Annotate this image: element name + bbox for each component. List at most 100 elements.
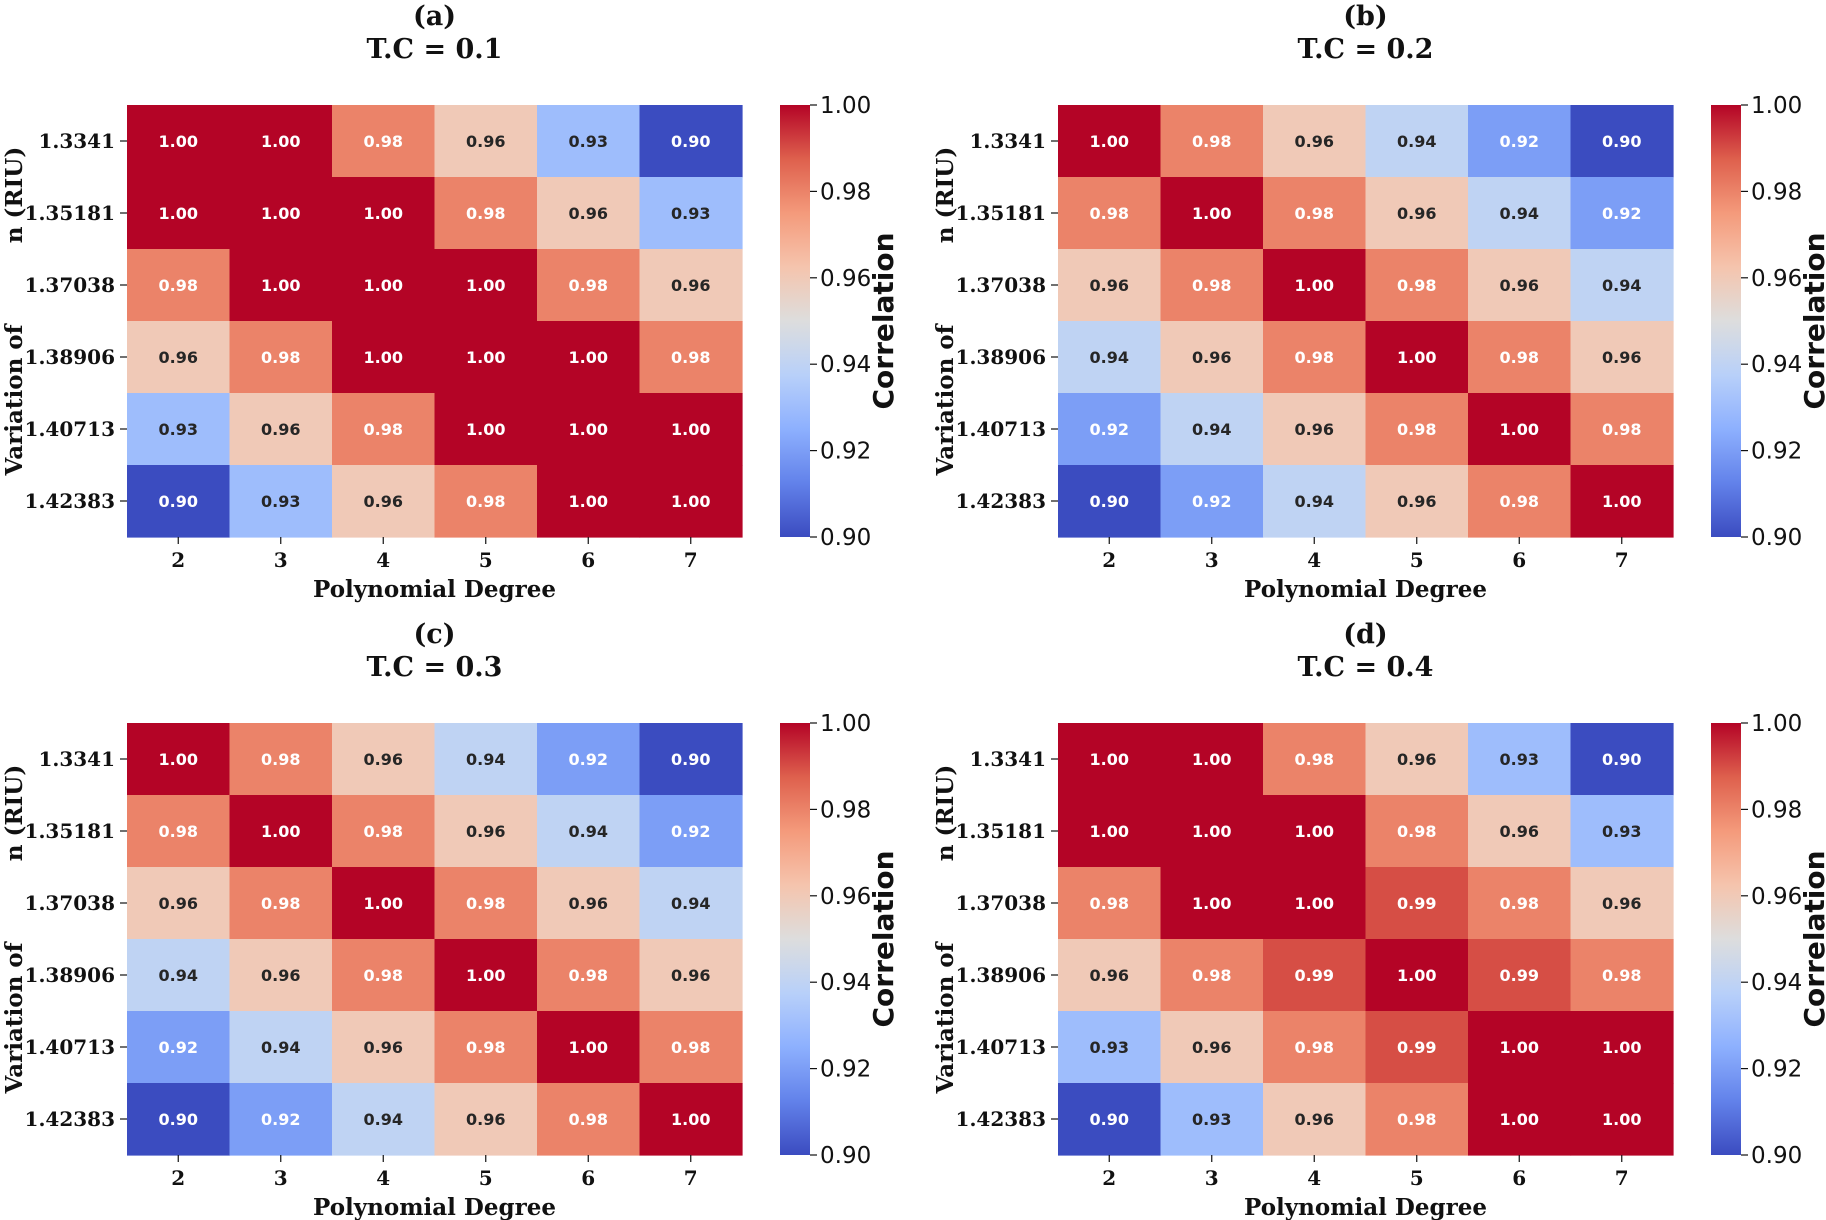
x-tick-label: 5: [479, 1166, 493, 1190]
cell-value-label: 0.92: [261, 1110, 300, 1129]
cell-value-label: 0.94: [1602, 276, 1641, 295]
heatmap-cell: [1160, 465, 1264, 538]
y-tick-label: 1.35181: [956, 201, 1046, 225]
heatmap-cell: [639, 249, 743, 322]
cell-value-label: 0.94: [671, 894, 710, 913]
heatmap-cell: [1263, 1011, 1367, 1084]
heatmap-cell: [434, 939, 538, 1012]
cell-value-label: 1.00: [1192, 894, 1231, 913]
heatmap-cell: [332, 1083, 436, 1156]
heatmap-cell: [1160, 1083, 1264, 1156]
cell-value-label: 1.00: [364, 894, 403, 913]
cell-value-label: 0.93: [1500, 750, 1539, 769]
heatmap-cell: [434, 321, 538, 394]
colorbar: [780, 723, 810, 1155]
heatmap-cell: [1058, 321, 1162, 394]
cell-value-label: 0.98: [1295, 750, 1334, 769]
cell-value-label: 0.96: [1090, 966, 1129, 985]
cell-value-label: 1.00: [261, 204, 300, 223]
cell-value-label: 0.98: [1500, 894, 1539, 913]
heatmap-cell: [434, 249, 538, 322]
cell-value-label: 0.96: [364, 750, 403, 769]
colorbar-tick-label: 0.92: [820, 439, 871, 465]
cell-value-label: 0.94: [159, 966, 198, 985]
heatmap-cell: [127, 1083, 231, 1156]
heatmap-cell: [1570, 249, 1674, 322]
cell-value-label: 0.90: [159, 1110, 198, 1129]
cell-value-label: 1.00: [1602, 492, 1641, 511]
heatmap-cell: [1058, 1011, 1162, 1084]
heatmap-cell: [1365, 1083, 1469, 1156]
colorbar-tick-label: 0.92: [820, 1057, 871, 1083]
cell-value-label: 1.00: [466, 276, 505, 295]
colorbar-tick-label: 0.94: [820, 352, 871, 378]
colorbar-tick-label: 0.94: [1751, 352, 1802, 378]
cell-value-label: 0.94: [466, 750, 505, 769]
heatmap-cell: [229, 177, 333, 250]
y-axis-label-unit: n (RIU): [932, 765, 959, 861]
heatmap-cell: [434, 465, 538, 538]
cell-value-label: 0.96: [1295, 1110, 1334, 1129]
cell-value-label: 0.96: [1397, 750, 1436, 769]
heatmap-cell: [1570, 393, 1674, 466]
colorbar-tick-label: 0.92: [1751, 439, 1802, 465]
heatmap-cell: [127, 321, 231, 394]
heatmap-cell: [1365, 795, 1469, 868]
y-tick-label: 1.3341: [969, 129, 1046, 153]
heatmap-cell: [127, 393, 231, 466]
y-tick-label: 1.35181: [956, 819, 1046, 843]
cell-value-label: 1.00: [1090, 132, 1129, 151]
heatmap-cell: [1570, 795, 1674, 868]
heatmap-cell: [1468, 105, 1572, 178]
y-tick-label: 1.37038: [956, 273, 1046, 297]
y-axis-label-text: Variation of: [1, 940, 28, 1094]
heatmap-cell: [1263, 795, 1367, 868]
y-tick-label: 1.40713: [25, 1035, 115, 1059]
colorbar-tick-label: 1.00: [820, 93, 871, 119]
cell-value-label: 1.00: [569, 492, 608, 511]
cell-value-label: 0.90: [1090, 492, 1129, 511]
cell-value-label: 0.93: [1192, 1110, 1231, 1129]
x-tick-label: 4: [1307, 548, 1321, 572]
cell-value-label: 0.96: [671, 966, 710, 985]
heatmap-cell: [1365, 723, 1469, 796]
heatmap-cell: [639, 1083, 743, 1156]
cell-value-label: 1.00: [466, 966, 505, 985]
panel-letter: (c): [414, 619, 456, 650]
heatmap-cell: [1058, 723, 1162, 796]
cell-value-label: 1.00: [1090, 750, 1129, 769]
cell-value-label: 1.00: [1090, 822, 1129, 841]
heatmap-panel-3: (d)T.C = 0.4 1.00 1.00 0.98 0.96 0.93 0.90 1.00…: [932, 619, 1826, 1220]
cell-value-label: 0.90: [671, 132, 710, 151]
colorbar-tick-label: 0.98: [820, 179, 871, 205]
cell-value-label: 1.00: [1602, 1110, 1641, 1129]
heatmap-cell: [537, 177, 641, 250]
heatmap-cell: [1570, 177, 1674, 250]
heatmap-cell: [537, 249, 641, 322]
cell-value-label: 0.98: [466, 1038, 505, 1057]
heatmap-cell: [537, 1083, 641, 1156]
cell-value-label: 0.94: [261, 1038, 300, 1057]
heatmap-cell: [1058, 249, 1162, 322]
cell-value-label: 0.98: [1192, 132, 1231, 151]
cell-value-label: 0.96: [1397, 204, 1436, 223]
cell-value-label: 0.90: [159, 492, 198, 511]
heatmap-cell: [1263, 105, 1367, 178]
heatmap-cell: [1058, 795, 1162, 868]
colorbar-label: Correlation: [867, 850, 900, 1027]
x-axis-label: Polynomial Degree: [313, 1194, 556, 1220]
heatmap-cell: [127, 723, 231, 796]
cell-value-label: 0.96: [1397, 492, 1436, 511]
heatmap-cell: [229, 105, 333, 178]
cell-value-label: 1.00: [671, 492, 710, 511]
cell-value-label: 0.92: [1090, 420, 1129, 439]
heatmap-cell: [434, 723, 538, 796]
heatmap-cell: [1160, 939, 1264, 1012]
heatmap-cell: [537, 795, 641, 868]
cell-value-label: 0.98: [466, 204, 505, 223]
heatmap-cell: [1263, 393, 1367, 466]
x-tick-label: 5: [1410, 548, 1424, 572]
heatmap-cell: [332, 105, 436, 178]
heatmap-cell: [1365, 105, 1469, 178]
cell-value-label: 1.00: [159, 132, 198, 151]
